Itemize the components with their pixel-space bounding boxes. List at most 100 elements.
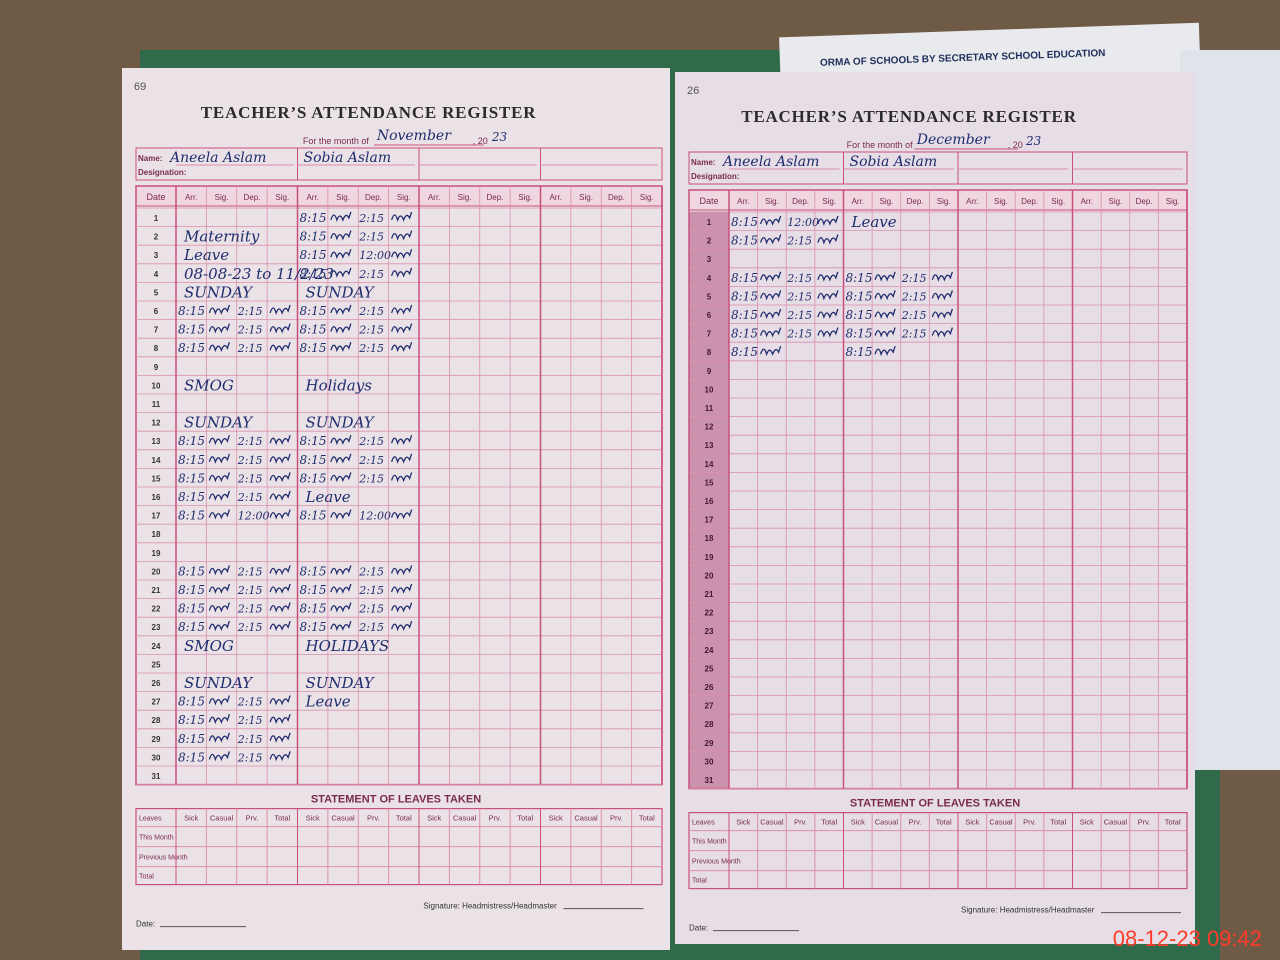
departure-time: 2:15 xyxy=(786,328,812,341)
handwritten-note: Leave xyxy=(851,213,897,231)
signature-scribble xyxy=(330,267,352,278)
signature-scribble xyxy=(391,602,413,613)
arrival-time: 8:15 xyxy=(846,308,873,322)
column-header: Dep. xyxy=(243,193,260,202)
arrival-time: 8:15 xyxy=(846,345,873,359)
signature-scribble xyxy=(760,308,782,320)
month: December xyxy=(916,132,991,148)
arrival-time: 8:15 xyxy=(300,211,327,225)
column-header: Dep. xyxy=(1021,197,1038,206)
column-header: Sig. xyxy=(397,193,411,202)
signature-scribble xyxy=(269,304,291,316)
day-number: 11 xyxy=(152,400,161,409)
signature-scribble xyxy=(391,565,413,576)
signature-scribble xyxy=(391,434,413,446)
departure-time: 2:15 xyxy=(786,290,812,303)
year: 23 xyxy=(491,130,508,144)
signature-scribble xyxy=(391,323,413,334)
departure-time: 2:15 xyxy=(358,212,384,225)
departure-time: 2:15 xyxy=(358,565,384,578)
date-shade xyxy=(689,212,729,789)
column-header: Dep. xyxy=(1136,197,1153,206)
arrival-time: 8:15 xyxy=(178,695,205,709)
departure-time: 2:15 xyxy=(358,231,384,244)
day-number: 24 xyxy=(152,642,161,651)
departure-time: 2:15 xyxy=(237,305,263,318)
signature-scribble xyxy=(269,751,291,762)
statement-col-label: Total xyxy=(274,814,290,823)
signature-scribble xyxy=(208,565,230,576)
signature-scribble xyxy=(330,230,352,241)
day-number: 14 xyxy=(705,460,714,469)
departure-time: 2:15 xyxy=(237,714,263,727)
statement-row-label: Total xyxy=(692,878,707,885)
day-number: 30 xyxy=(705,757,714,766)
statement-row-label: Leaves xyxy=(692,820,715,827)
day-number: 6 xyxy=(707,311,712,320)
column-header: Dep. xyxy=(608,193,625,202)
day-number: 31 xyxy=(152,772,161,781)
signature-scribble xyxy=(760,345,782,357)
signature-scribble xyxy=(208,509,230,520)
day-number: 2 xyxy=(154,233,159,242)
statement-col-label: Total xyxy=(517,814,533,823)
day-number: 12 xyxy=(152,419,161,428)
handwritten-note: Leave xyxy=(183,246,229,264)
day-number: 8 xyxy=(707,348,712,357)
paper xyxy=(122,68,670,950)
column-header: Arr. xyxy=(966,197,978,206)
day-number: 3 xyxy=(154,251,159,260)
statement-col-label: Casual xyxy=(1104,818,1128,827)
arrival-time: 8:15 xyxy=(300,230,327,244)
day-number: 13 xyxy=(152,437,161,446)
signature-scribble xyxy=(208,583,230,595)
day-number: 16 xyxy=(152,493,161,502)
side-paper xyxy=(1180,50,1280,770)
departure-time: 12:00 xyxy=(238,510,270,523)
departure-time: 2:15 xyxy=(358,472,384,485)
column-header: Arr. xyxy=(549,193,561,202)
signature-scribble xyxy=(269,490,291,502)
day-number: 26 xyxy=(152,679,161,688)
statement-col-label: Total xyxy=(1165,818,1181,827)
departure-time: 2:15 xyxy=(237,584,263,597)
statement-row-label: Previous Month xyxy=(692,859,741,866)
arrival-time: 8:15 xyxy=(731,289,758,303)
arrival-time: 8:15 xyxy=(731,234,758,248)
handwritten-note: 08-08-23 to 11/2/23 xyxy=(184,265,334,283)
signature-scribble xyxy=(208,695,230,706)
arrival-time: 8:15 xyxy=(178,453,205,467)
signature-scribble xyxy=(208,602,230,613)
signature-scribble xyxy=(208,472,230,483)
signature-scribble xyxy=(391,267,413,278)
signature-scribble xyxy=(760,234,782,245)
teacher-name: Sobia Aslam xyxy=(304,150,392,166)
day-number: 28 xyxy=(152,716,161,725)
handwritten-note: SUNDAY xyxy=(184,283,254,301)
signature-scribble xyxy=(208,620,230,632)
column-header: Arr. xyxy=(852,197,864,206)
signature-scribble xyxy=(330,620,352,632)
page-number: 26 xyxy=(687,85,699,97)
departure-time: 2:15 xyxy=(358,435,384,448)
signature-line: Signature: Headmistress/Headmaster xyxy=(961,906,1095,915)
statement-col-label: Total xyxy=(936,818,952,827)
signature-scribble xyxy=(391,472,413,483)
handwritten-note: SUNDAY xyxy=(184,414,254,432)
departure-time: 2:15 xyxy=(786,272,812,285)
statement-col-label: Prv. xyxy=(909,818,922,827)
day-number: 19 xyxy=(152,549,161,558)
day-number: 8 xyxy=(154,344,159,353)
statement-col-label: Casual xyxy=(210,814,234,823)
column-header: Sig. xyxy=(640,193,654,202)
column-header: Sig. xyxy=(336,193,350,202)
arrival-time: 8:15 xyxy=(178,323,205,337)
statement-title: STATEMENT OF LEAVES TAKEN xyxy=(311,794,481,806)
signature-scribble xyxy=(817,215,839,227)
name-label: Name: xyxy=(691,158,715,167)
signature-scribble xyxy=(208,453,230,464)
signature-scribble xyxy=(208,713,230,725)
column-header: Sig. xyxy=(937,197,951,206)
